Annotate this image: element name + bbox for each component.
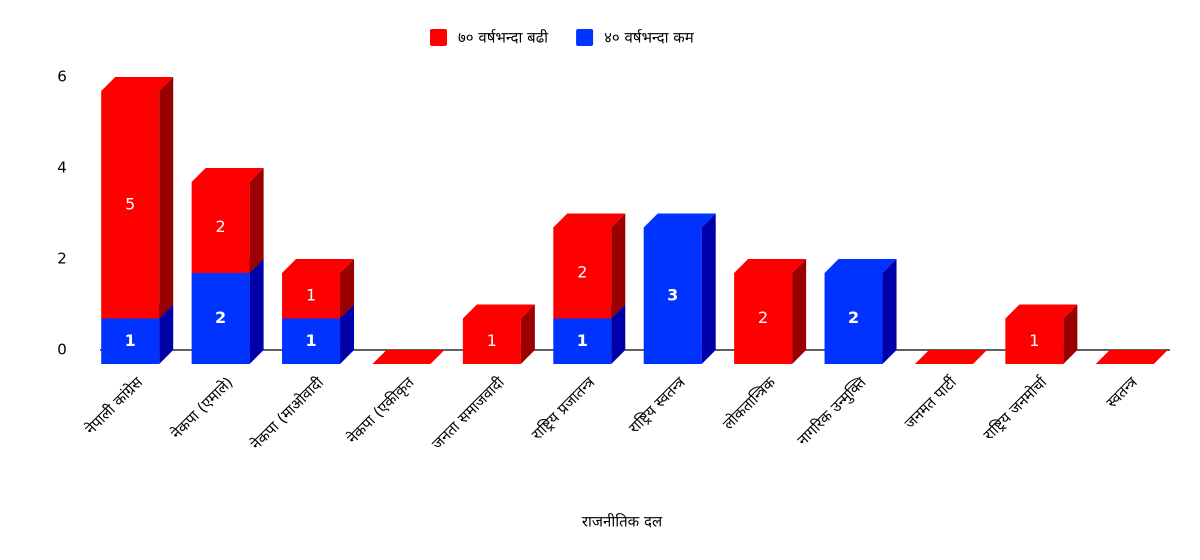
bar-front	[734, 273, 793, 364]
value-label: 5	[125, 194, 135, 213]
x-tick-label: स्वतन्त्र	[1103, 373, 1142, 412]
bar	[824, 259, 897, 364]
bar-side	[159, 304, 174, 364]
bar-front	[824, 273, 883, 364]
bar	[462, 304, 535, 364]
x-tick-label: नागरिक उन्मुक्ति	[794, 373, 871, 450]
bar-top	[553, 213, 626, 228]
bar	[372, 350, 445, 364]
y-tick-label: 0	[57, 341, 67, 359]
value-label: 2	[216, 217, 226, 236]
x-tick-label: नेकपा (माओवादी	[247, 373, 328, 454]
bar-front	[1005, 318, 1064, 364]
bar	[1095, 350, 1168, 364]
bar-side	[701, 213, 716, 364]
bar-front	[462, 318, 521, 364]
x-axis-title: राजनीतिक दल	[582, 513, 663, 531]
bar-top	[734, 259, 807, 273]
bar-top	[191, 168, 264, 182]
bar	[191, 168, 264, 273]
bar	[553, 213, 626, 319]
value-label: 2	[215, 308, 226, 327]
bar	[191, 259, 264, 364]
bar-top	[1095, 350, 1168, 364]
value-label: 3	[667, 285, 678, 304]
bar-front	[282, 318, 341, 364]
bar-side	[1063, 304, 1078, 364]
x-tick-label: राष्ट्रिय जनमोर्चा	[980, 372, 1051, 443]
value-label: 1	[487, 331, 497, 350]
y-tick-label: 2	[57, 250, 67, 268]
bar-front	[101, 91, 160, 319]
bar	[282, 259, 355, 319]
bar-side	[340, 259, 355, 319]
y-tick-label: 6	[57, 68, 67, 86]
x-tick-label: लोकतान्त्रिक	[719, 373, 779, 433]
bar-side	[611, 304, 626, 364]
bar-side	[159, 77, 174, 319]
x-tick-label: राष्ट्रिय प्रजातन्त्र	[528, 373, 599, 444]
x-tick-label: जनता समाजवादी	[428, 372, 509, 453]
x-tick-label: नेपाली कांग्रेस	[81, 373, 146, 438]
x-tick-label: नेकपा (एकीकृत	[343, 373, 418, 448]
bar-top	[462, 304, 535, 319]
x-tick-label: जनमत पार्टी	[901, 372, 961, 432]
bar-side	[882, 259, 897, 364]
legend-swatch	[430, 29, 447, 46]
bar-top	[282, 259, 355, 273]
value-label: 1	[1029, 331, 1039, 350]
bar-top	[643, 213, 716, 228]
bar-top	[914, 350, 987, 364]
value-label: 2	[758, 308, 768, 327]
bar-top	[372, 350, 445, 364]
value-label: 1	[305, 331, 316, 350]
value-label: 2	[577, 263, 587, 282]
bar-top	[824, 259, 897, 273]
value-label: 1	[125, 331, 136, 350]
bar-front	[101, 318, 160, 364]
value-label: 1	[306, 285, 316, 304]
bar-front	[191, 273, 250, 364]
bar-front	[553, 318, 612, 364]
bar-top	[1005, 304, 1078, 319]
bar-side	[249, 168, 264, 273]
bar	[101, 77, 174, 319]
bar-front	[282, 273, 341, 319]
bar-front	[643, 227, 702, 364]
x-tick-label: राष्ट्रिय स्वतन्त्र	[625, 373, 689, 437]
bar-side	[520, 304, 535, 364]
bar-side	[249, 259, 264, 364]
bar-front	[553, 227, 612, 319]
bar-front	[191, 182, 250, 273]
y-tick-label: 4	[57, 159, 67, 177]
legend-label: ७० वर्षभन्दा बढी	[458, 29, 549, 47]
value-label: 2	[848, 308, 859, 327]
bar	[1005, 304, 1078, 364]
legend-swatch	[576, 29, 594, 46]
bar	[914, 350, 987, 364]
bar-side	[611, 213, 626, 319]
x-tick-label: नेकपा (एमाले)	[167, 373, 236, 442]
value-label: 1	[577, 331, 588, 350]
bar-top	[101, 77, 174, 91]
bar	[643, 213, 716, 364]
legend-label: ४० वर्षभन्दा कम	[604, 29, 695, 47]
bar-side	[792, 259, 807, 364]
bar-side	[340, 304, 355, 364]
bar	[734, 259, 807, 364]
